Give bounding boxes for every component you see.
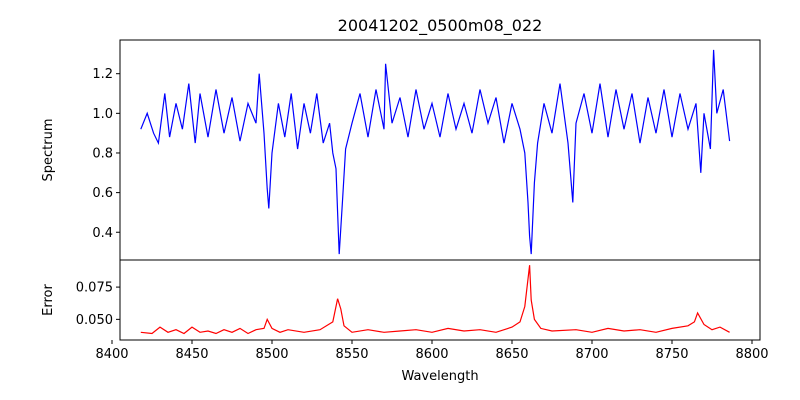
error-series-line xyxy=(140,265,730,335)
spectrum-y-tick-label: 0.4 xyxy=(92,226,113,241)
spectrum-ylabel: Spectrum xyxy=(41,119,56,182)
spectrum-y-ticks: 0.4 0.6 0.8 1.0 1.2 xyxy=(92,67,120,241)
error-y-tick-label: 0.050 xyxy=(76,313,113,328)
error-y-tick-label: 0.075 xyxy=(76,281,113,296)
error-axes-frame xyxy=(119,259,761,341)
chart-title: 20041202_0500m08_022 xyxy=(338,16,543,36)
spectrum-panel: 0.4 0.6 0.8 1.0 1.2 Spectrum xyxy=(41,39,761,261)
spectrum-series-line xyxy=(140,49,731,255)
x-tick-label: 8500 xyxy=(255,347,288,362)
error-y-ticks: 0.050 0.075 xyxy=(76,281,120,328)
x-axis-ticks: 8400 8450 8500 8550 8600 8650 8700 8750 8800 xyxy=(95,340,769,362)
x-tick-label: 8450 xyxy=(175,347,208,362)
x-tick-label: 8800 xyxy=(735,347,768,362)
error-ylabel: Error xyxy=(41,284,56,316)
spectrum-y-tick-label: 1.0 xyxy=(92,107,113,122)
spectrum-y-tick-label: 0.8 xyxy=(92,146,113,161)
x-tick-label: 8400 xyxy=(95,347,128,362)
x-tick-label: 8600 xyxy=(415,347,448,362)
spectrum-axes-frame xyxy=(119,39,761,261)
error-panel: 0.050 0.075 Error xyxy=(41,259,761,341)
x-tick-label: 8550 xyxy=(335,347,368,362)
x-axis-label: Wavelength xyxy=(401,369,478,384)
x-tick-label: 8750 xyxy=(655,347,688,362)
x-tick-label: 8700 xyxy=(575,347,608,362)
spectrum-y-tick-label: 1.2 xyxy=(92,67,113,82)
x-tick-label: 8650 xyxy=(495,347,528,362)
spectrum-y-tick-label: 0.6 xyxy=(92,186,113,201)
